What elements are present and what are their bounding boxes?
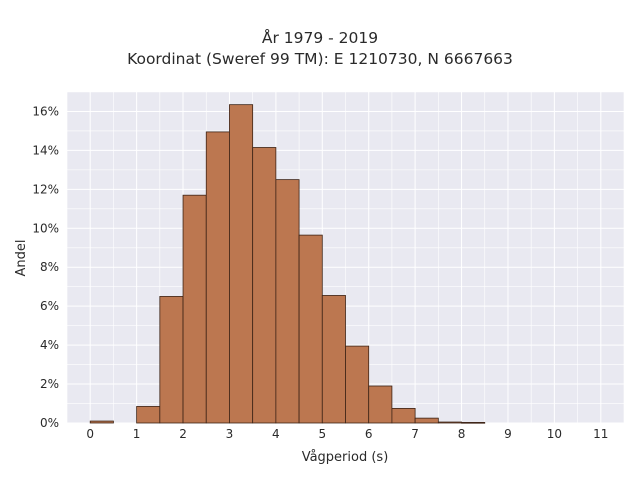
- chart-title-line-1: År 1979 - 2019: [261, 29, 379, 47]
- x-tick-label: 3: [226, 427, 234, 441]
- x-axis-label: Vågperiod (s): [302, 450, 389, 465]
- histogram-bar: [437, 421, 462, 424]
- y-tick-label: 2%: [40, 377, 59, 391]
- histogram-bar: [461, 422, 486, 424]
- histogram-bar: [298, 234, 323, 424]
- y-tick-label: 14%: [32, 143, 59, 157]
- x-tick-label: 0: [86, 427, 94, 441]
- y-tick-label: 16%: [32, 104, 59, 118]
- x-tick-label: 11: [593, 427, 608, 441]
- histogram-bar: [391, 407, 416, 424]
- histogram-bar: [345, 345, 370, 424]
- chart-title-line-2: Koordinat (Sweref 99 TM): E 1210730, N 6…: [127, 50, 513, 68]
- x-tick-label: 1: [133, 427, 141, 441]
- histogram-bar: [89, 420, 114, 424]
- histogram-bar: [275, 179, 300, 424]
- y-tick-labels: 0% 2% 4% 6% 8% 10% 12% 14% 16%: [32, 104, 59, 430]
- histogram-bar: [136, 406, 161, 424]
- y-tick-label: 10%: [32, 221, 59, 235]
- histogram-bar: [414, 417, 439, 424]
- histogram-bar: [252, 147, 277, 424]
- histogram-bar: [159, 296, 184, 424]
- x-tick-label: 4: [272, 427, 280, 441]
- y-tick-label: 6%: [40, 299, 59, 313]
- bars: [89, 104, 486, 424]
- histogram-bar: [182, 194, 207, 424]
- y-tick-label: 0%: [40, 416, 59, 430]
- x-tick-label: 5: [318, 427, 326, 441]
- x-tick-label: 9: [504, 427, 512, 441]
- y-axis-label: Andel: [14, 240, 29, 277]
- x-tick-labels: 0 1 2 3 4 5 6 7 8 9 10 11: [86, 427, 608, 441]
- x-tick-label: 10: [547, 427, 562, 441]
- y-tick-label: 8%: [40, 260, 59, 274]
- x-tick-label: 8: [458, 427, 466, 441]
- chart-title: År 1979 - 2019 Koordinat (Sweref 99 TM):…: [0, 28, 640, 70]
- x-tick-label: 6: [365, 427, 373, 441]
- histogram-bar: [229, 104, 254, 424]
- y-tick-label: 12%: [32, 182, 59, 196]
- histogram-bar: [368, 385, 393, 424]
- histogram-bar: [205, 131, 230, 424]
- x-tick-label: 7: [411, 427, 419, 441]
- histogram-bar: [321, 295, 346, 424]
- x-tick-label: 2: [179, 427, 187, 441]
- y-tick-label: 4%: [40, 338, 59, 352]
